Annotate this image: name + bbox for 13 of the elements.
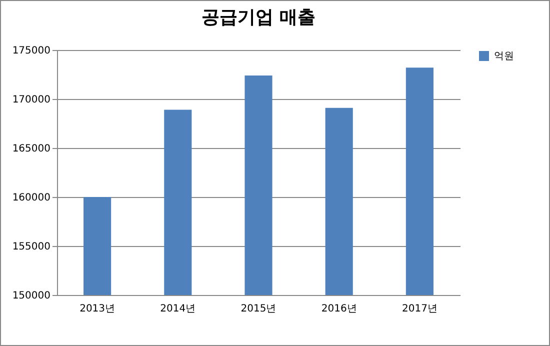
y-tick-label: 155000 <box>12 242 50 252</box>
x-tick-label: 2017년 <box>402 304 438 314</box>
x-tick-label: 2016년 <box>321 304 357 314</box>
y-tick-label: 175000 <box>12 46 50 56</box>
y-tick-label: 160000 <box>12 192 50 204</box>
chart-title: 공급기업 매출 <box>201 7 316 28</box>
x-tick-label: 2013년 <box>80 304 116 314</box>
y-tick-label: 165000 <box>12 144 50 154</box>
y-tick-label: 150000 <box>12 290 50 302</box>
x-tick-label: 2015년 <box>240 304 276 314</box>
y-tick-label: 170000 <box>12 94 50 106</box>
x-tick-label: 2014년 <box>160 304 196 314</box>
legend-label: 억원 <box>494 51 514 62</box>
